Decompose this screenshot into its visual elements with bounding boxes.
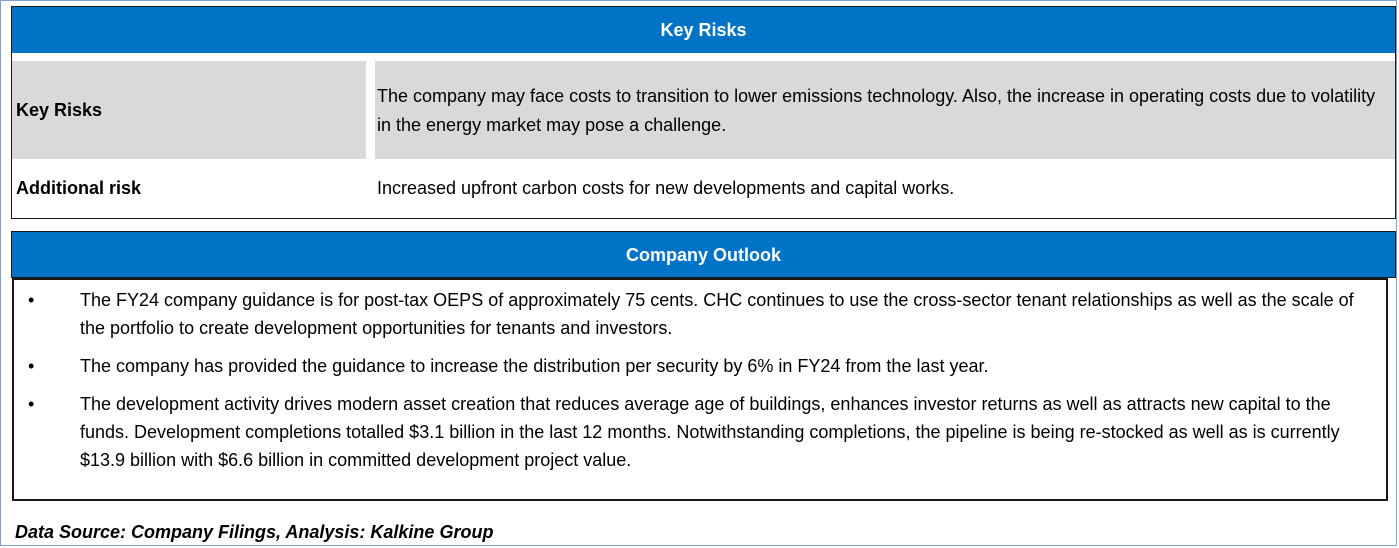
- outlook-item-text: The company has provided the guidance to…: [80, 356, 989, 376]
- key-risks-table: Key Risks Key Risks The company may face…: [11, 6, 1396, 219]
- outlook-item-text: The FY24 company guidance is for post-ta…: [80, 290, 1354, 338]
- list-item: • The development activity drives modern…: [14, 390, 1386, 474]
- key-risks-row-text: The company may face costs to transition…: [375, 61, 1395, 159]
- bullet-icon: •: [28, 356, 35, 376]
- bullet-icon: •: [28, 290, 35, 310]
- additional-risk-row-text: Increased upfront carbon costs for new d…: [377, 178, 955, 198]
- key-risks-row-label: Key Risks: [12, 61, 366, 159]
- data-source-caption: Data Source: Company Filings, Analysis: …: [15, 522, 494, 542]
- key-risks-header: Key Risks: [12, 7, 1395, 53]
- bullet-icon: •: [28, 394, 35, 414]
- outlook-bullet-list: • The FY24 company guidance is for post-…: [14, 286, 1386, 484]
- company-outlook-body: • The FY24 company guidance is for post-…: [12, 278, 1388, 501]
- additional-risk-row-label: Additional risk: [16, 178, 142, 198]
- outlook-item-text: The development activity drives modern a…: [80, 394, 1340, 470]
- list-item: • The FY24 company guidance is for post-…: [14, 286, 1386, 342]
- company-outlook-header: Company Outlook: [11, 231, 1396, 278]
- list-item: • The company has provided the guidance …: [14, 352, 1386, 380]
